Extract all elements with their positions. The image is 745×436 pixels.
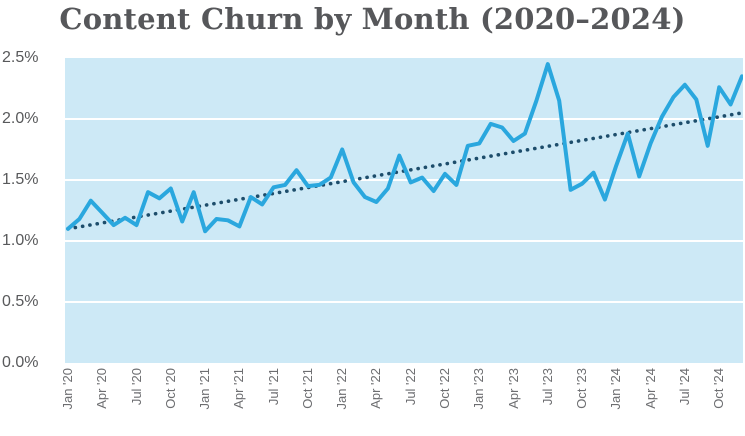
plot-area [65,58,743,363]
x-tick-label: Jan '23 [471,368,487,410]
x-tick-label: Oct '23 [574,368,590,409]
x-tick-label: Oct '21 [299,368,315,409]
x-tick-label: Jan '20 [60,368,75,410]
x-tick-label: Jan '22 [334,368,350,410]
x-tick-label: Jul '22 [402,368,418,406]
x-tick-label: Apr '23 [505,368,521,409]
x-tick-label: Apr '24 [642,368,658,409]
x-tick-label: Jan '24 [608,368,624,410]
churn-series-line [66,62,743,234]
y-tick-label: 0.5% [2,293,39,310]
y-tick-label: 2.0% [2,110,39,127]
x-tick-label: Apr '22 [368,368,384,409]
y-tick-label: 2.5% [2,49,39,66]
x-tick-label: Oct '20 [162,368,178,409]
x-tick-label: Apr '21 [231,368,247,409]
y-tick-label: 1.0% [2,232,39,249]
x-tick-label: Jan '21 [197,368,213,410]
x-tick-label: Jul '23 [539,368,555,406]
x-tick-label: Oct '22 [436,368,452,409]
plot-panel [65,58,743,363]
x-tick-label: Jul '21 [265,368,281,406]
x-tick-label: Jul '24 [676,368,692,406]
line-chart-canvas [65,58,743,363]
y-tick-label: 0.0% [2,354,39,371]
chart-title: Content Churn by Month (2020–2024) [59,2,686,36]
x-tick-label: Apr '20 [94,368,110,409]
x-tick-label: Oct '24 [711,368,727,409]
y-tick-label: 1.5% [2,171,39,188]
x-tick-label: Jul '20 [128,368,144,406]
